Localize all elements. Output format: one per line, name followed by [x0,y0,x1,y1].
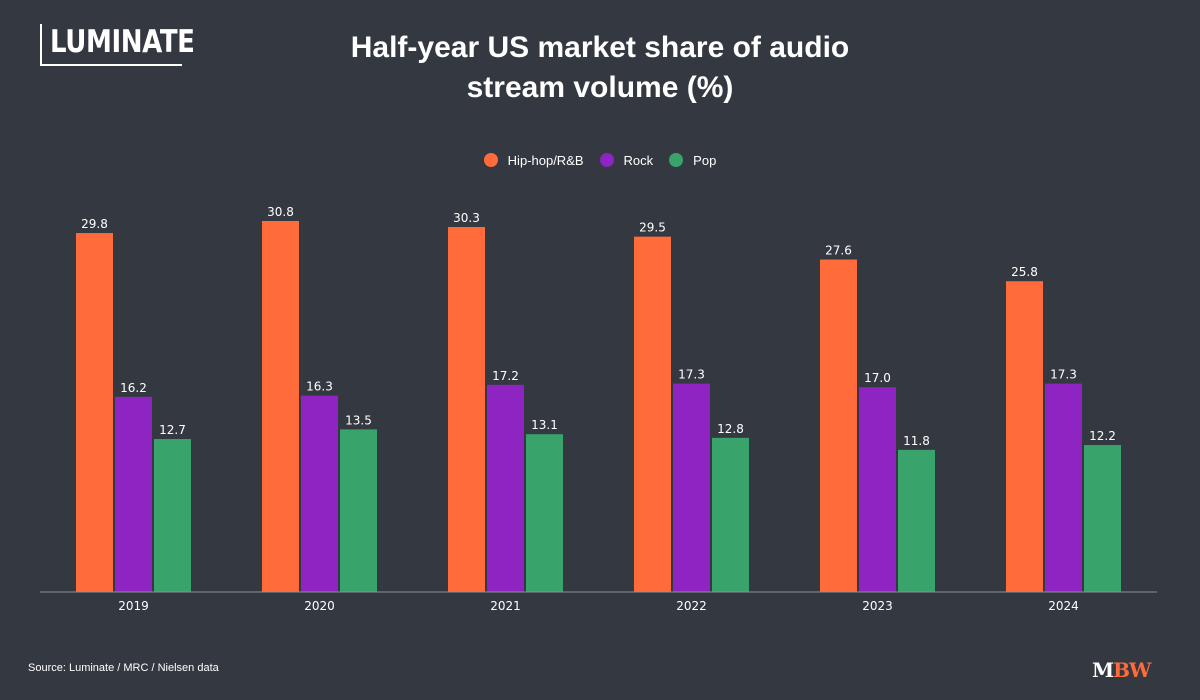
data-label-pop-2023: 11.8 [903,434,930,448]
data-label-hiphop-2019: 29.8 [81,217,108,231]
data-label-pop-2024: 12.2 [1089,429,1116,443]
source-note: Source: Luminate / MRC / Nielsen data [28,662,219,674]
bar-rock-2024[interactable] [1045,383,1082,592]
x-tick-label-2020: 2020 [304,599,335,613]
legend-label-hiphop: Hip-hop/R&B [507,152,584,168]
legend-label-rock: Rock [623,152,654,168]
legend-item-pop[interactable]: Pop [669,153,716,168]
data-label-pop-2020: 13.5 [345,413,372,427]
data-label-pop-2019: 12.7 [159,423,186,437]
chart-legend: Hip-hop/R&B Rock Pop [0,150,1200,170]
x-tick-label-2022: 2022 [676,599,707,613]
mbw-logo-m: M [1092,658,1114,682]
bar-pop-2019[interactable] [154,439,191,592]
bar-pop-2024[interactable] [1084,445,1121,592]
legend-item-rock[interactable]: Rock [599,152,654,168]
data-label-rock-2023: 17.0 [864,371,891,385]
data-label-hiphop-2020: 30.8 [267,205,294,219]
legend-marker-rock [599,153,614,167]
legend-item-hiphop[interactable]: Hip-hop/R&B [483,152,584,168]
data-label-pop-2022: 12.8 [717,422,744,436]
x-tick-label-2021: 2021 [490,599,521,613]
data-label-hiphop-2021: 30.3 [453,211,480,225]
bar-rock-2022[interactable] [673,383,710,592]
mbw-logo-bw: BW [1113,658,1151,682]
bar-rock-2019[interactable] [115,396,152,592]
x-tick-label-2024: 2024 [1048,599,1079,613]
legend-marker-pop [669,153,684,167]
data-label-rock-2024: 17.3 [1050,368,1077,382]
data-label-rock-2019: 16.2 [120,381,147,395]
mbw-logo: MBW [1092,658,1152,682]
bar-pop-2022[interactable] [712,437,749,592]
legend-marker-hiphop [483,153,498,167]
data-label-hiphop-2022: 29.5 [639,221,666,235]
x-axis-ticks: 2019 2020 2021 2022 2023 2024 [118,599,1079,613]
bar-pop-2023[interactable] [898,449,935,592]
data-label-rock-2021: 17.2 [492,369,519,383]
bar-hiphop-2021[interactable] [448,227,485,593]
luminate-logo-text: LUMINATE [50,24,195,60]
bar-pop-2020[interactable] [340,429,377,592]
bar-hiphop-2024[interactable] [1006,281,1043,592]
x-tick-label-2023: 2023 [862,599,893,613]
legend-label-pop: Pop [693,152,717,168]
bars-group: 29.8 16.2 12.7 30.8 16.3 13.5 30.3 17.2 13.1 29.5… [76,205,1121,593]
bar-hiphop-2020[interactable] [262,221,299,592]
data-label-rock-2022: 17.3 [678,368,705,382]
data-label-hiphop-2023: 27.6 [825,244,852,258]
bar-hiphop-2022[interactable] [634,236,671,592]
bar-rock-2023[interactable] [859,387,896,592]
data-label-hiphop-2024: 25.8 [1011,265,1038,279]
bar-rock-2020[interactable] [301,395,338,592]
chart-title: Half-year US market share of audio stream… [350,31,850,104]
bar-rock-2021[interactable] [487,384,524,592]
bar-pop-2021[interactable] [526,434,563,592]
bar-hiphop-2019[interactable] [76,233,113,592]
data-label-rock-2020: 16.3 [306,380,333,394]
bar-hiphop-2023[interactable] [820,259,857,592]
luminate-logo: LUMINATE [40,24,195,66]
x-tick-label-2019: 2019 [118,599,149,613]
data-label-pop-2021: 13.1 [531,418,558,432]
